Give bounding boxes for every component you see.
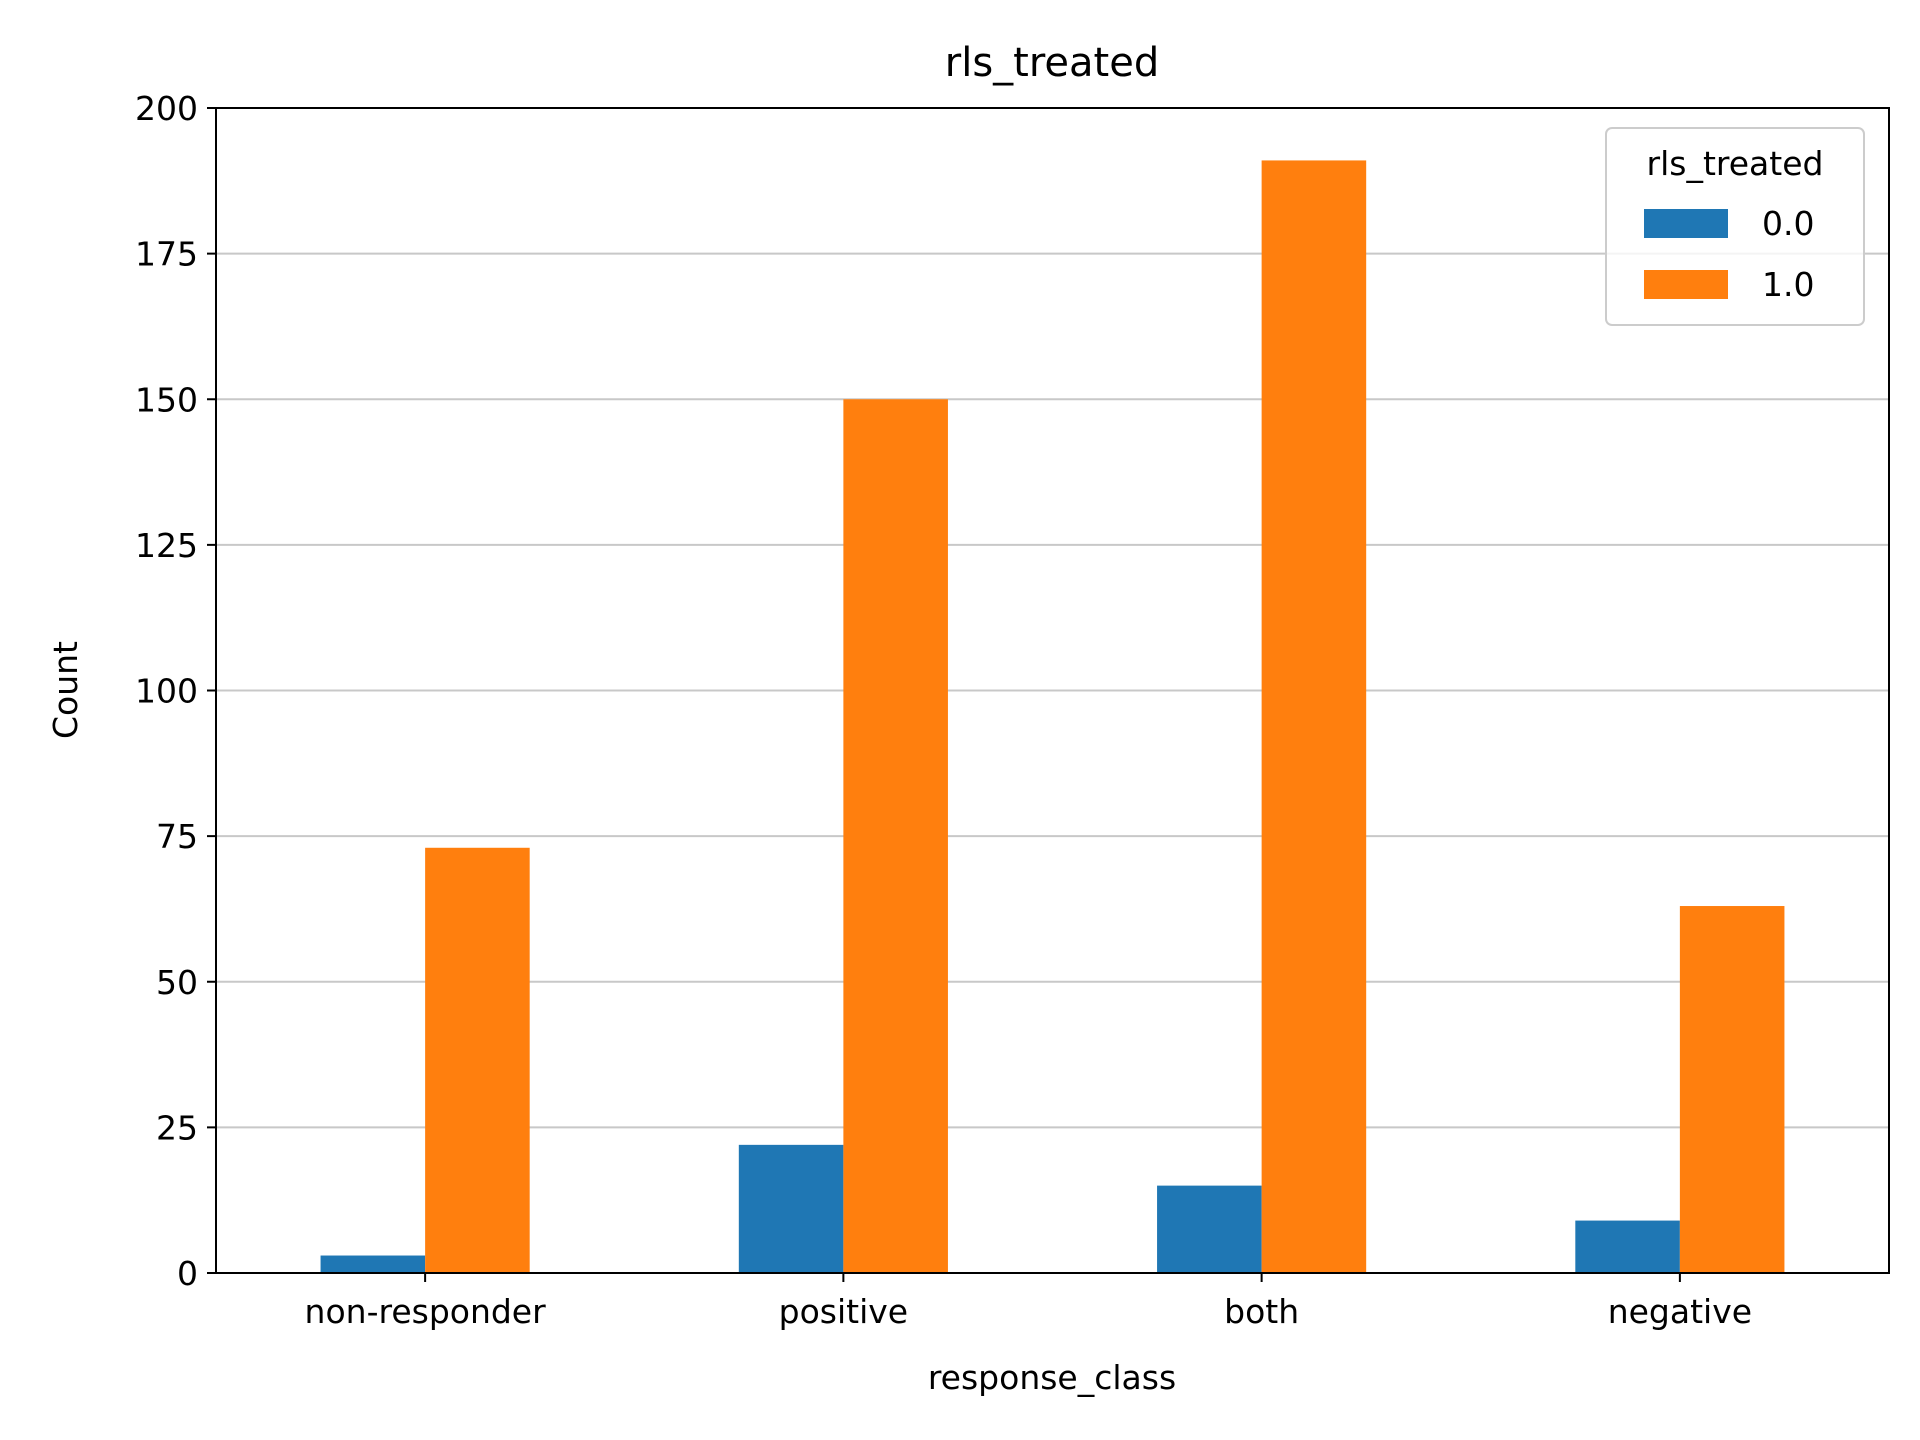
- legend-label-1.0: 1.0: [1762, 265, 1814, 304]
- x-axis: non-responder positive both negative: [305, 1273, 1752, 1331]
- legend-label-0.0: 0.0: [1762, 204, 1814, 243]
- y-axis-title: Count: [46, 641, 85, 739]
- y-tick-label: 150: [135, 380, 198, 419]
- bar-non-responder-0.0: [320, 1255, 426, 1273]
- y-axis: 0 25 50 75 100 125 150 175 200: [135, 89, 216, 1293]
- y-tick-label: 175: [135, 235, 198, 274]
- bar-negative-0.0: [1575, 1220, 1680, 1273]
- legend: rls_treated 0.0 1.0: [1605, 127, 1865, 326]
- y-tick-label: 50: [156, 963, 198, 1002]
- chart-title: rls_treated: [945, 40, 1159, 86]
- bar-negative-1.0: [1679, 906, 1785, 1273]
- y-tick-label: 125: [135, 526, 198, 565]
- y-tick-label: 100: [135, 672, 198, 711]
- y-tick-label: 200: [135, 89, 198, 128]
- legend-title: rls_treated: [1647, 144, 1824, 183]
- y-tick-label: 0: [177, 1254, 198, 1293]
- y-tick-label: 25: [156, 1108, 198, 1147]
- x-axis-title: response_class: [928, 1358, 1176, 1397]
- bar-both-1.0: [1261, 160, 1367, 1273]
- y-tick-label: 75: [156, 817, 198, 856]
- bar-non-responder-1.0: [425, 847, 530, 1273]
- legend-swatch-1.0: [1644, 270, 1728, 299]
- bar-positive-0.0: [738, 1144, 844, 1273]
- x-tick-label: negative: [1608, 1292, 1752, 1331]
- bars: [320, 160, 1785, 1273]
- x-tick-label: positive: [779, 1292, 908, 1331]
- x-tick-label: non-responder: [305, 1292, 547, 1331]
- bar-positive-1.0: [843, 399, 948, 1273]
- bar-both-0.0: [1157, 1185, 1262, 1273]
- legend-swatch-0.0: [1644, 209, 1728, 238]
- x-tick-label: both: [1224, 1292, 1299, 1331]
